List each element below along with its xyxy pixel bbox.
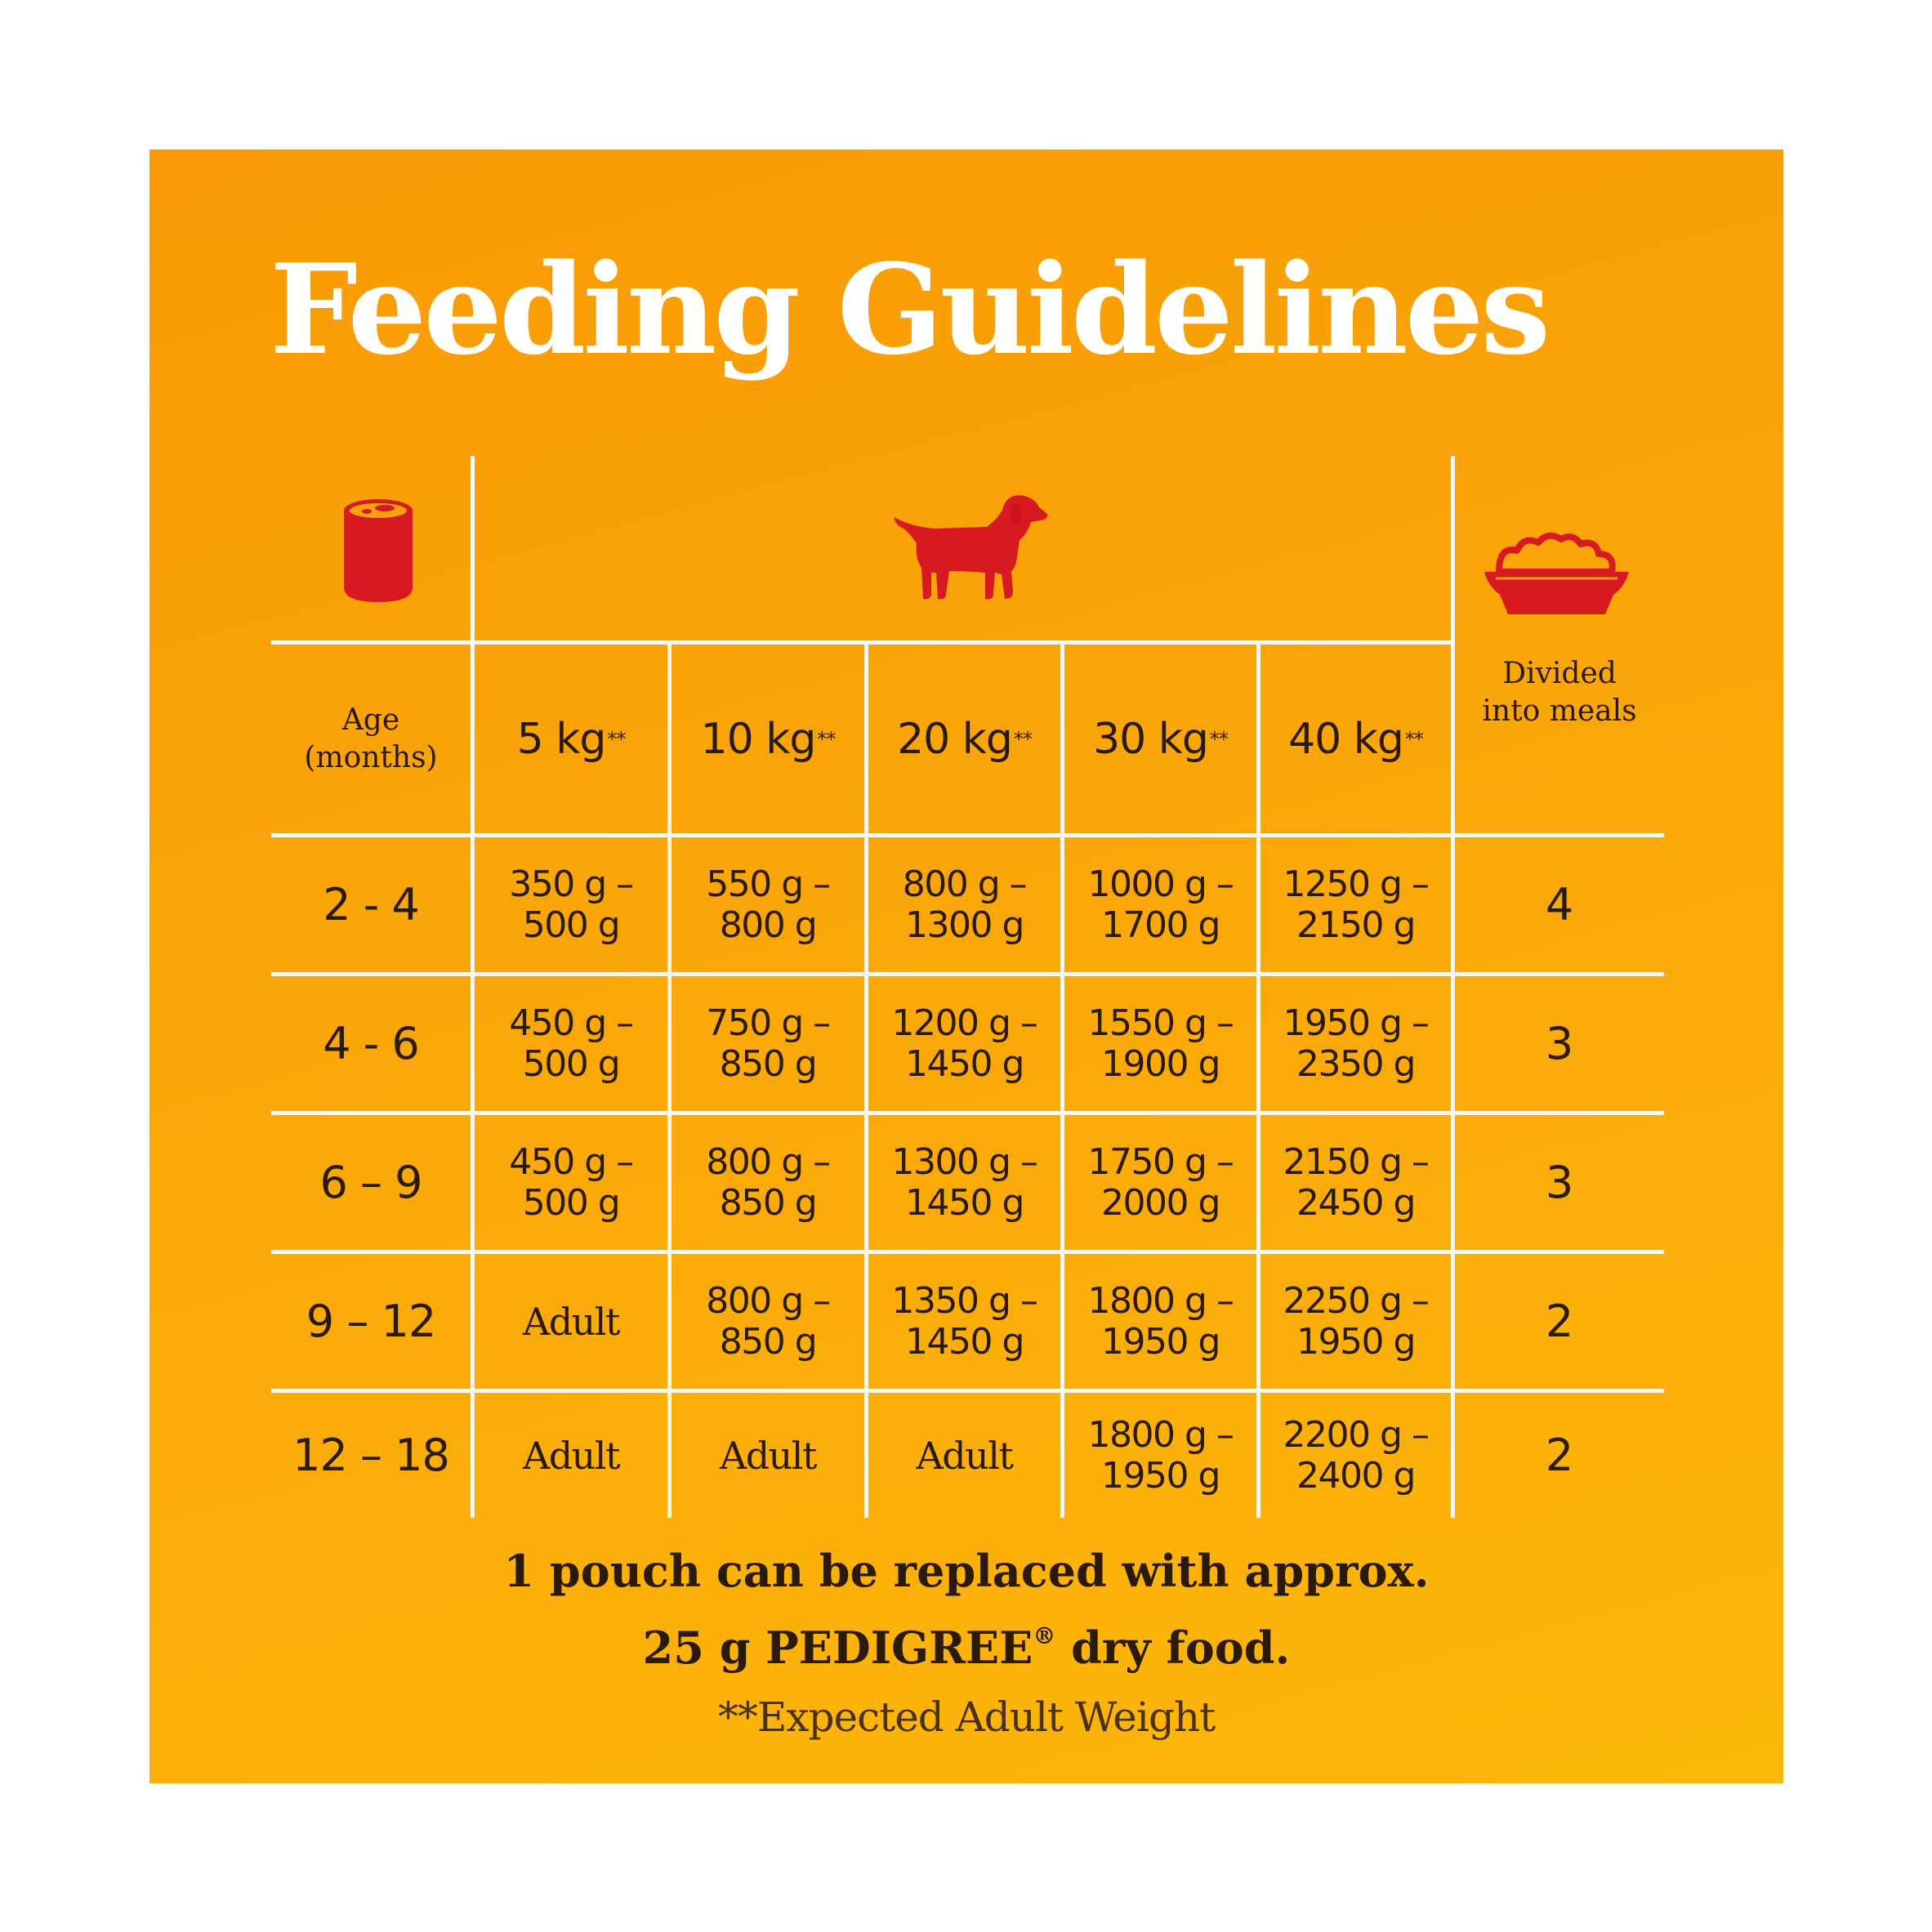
table-cell-meals: 2 xyxy=(1545,1296,1574,1347)
note-line-2: 25 g PEDIGREE® dry food. xyxy=(642,1622,1291,1674)
table-cell: 1800 g – 1950 g xyxy=(1087,1413,1234,1497)
grid-divider xyxy=(864,642,868,1518)
puppy-icon xyxy=(894,495,1048,600)
note-line-1: 1 pouch can be replaced with approx. xyxy=(503,1545,1430,1597)
table-cell-meals: 2 xyxy=(1545,1430,1574,1481)
table-cell: 1950 g – 2350 g xyxy=(1283,1002,1430,1085)
table-cell: 800 g – 850 g xyxy=(706,1279,831,1363)
grid-divider xyxy=(271,1389,1664,1393)
table-cell: 2250 g – 1950 g xyxy=(1283,1279,1430,1363)
weight-header: 40 kg ** xyxy=(1288,714,1424,764)
table-cell: 1200 g – 1450 g xyxy=(891,1002,1038,1085)
table-cell: 1350 g – 1450 g xyxy=(891,1279,1038,1363)
table-cell: Adult xyxy=(720,1433,818,1478)
table-cell-meals: 3 xyxy=(1545,1018,1574,1069)
can-icon xyxy=(344,499,413,602)
table-cell: 800 g – 1300 g xyxy=(902,863,1028,946)
weight-header: 20 kg ** xyxy=(897,714,1033,764)
grid-divider xyxy=(271,972,1664,976)
table-cell: 450 g – 500 g xyxy=(509,1002,634,1085)
table-row-age: 9 – 12 xyxy=(306,1296,436,1347)
table-cell: 1750 g – 2000 g xyxy=(1087,1140,1234,1224)
grid-divider xyxy=(271,1250,1664,1254)
grid-divider xyxy=(471,456,475,1518)
grid-divider xyxy=(271,1111,1664,1115)
feeding-guidelines-panel: Feeding Guidelines Age (months) 5 kg ** 1… xyxy=(149,149,1783,1783)
weight-header: 5 kg ** xyxy=(516,714,627,764)
table-row-age: 4 - 6 xyxy=(323,1018,420,1069)
table-cell: 550 g – 800 g xyxy=(706,863,831,946)
table-row-age: 6 – 9 xyxy=(319,1157,422,1208)
weight-header: 10 kg ** xyxy=(700,714,837,764)
weight-header: 30 kg ** xyxy=(1093,714,1229,764)
table-row-age: 12 – 18 xyxy=(292,1430,450,1481)
grid-divider xyxy=(271,833,1664,837)
table-cell-meals: 4 xyxy=(1545,879,1574,930)
table-cell: 1300 g – 1450 g xyxy=(891,1140,1038,1224)
table-cell: 1000 g – 1700 g xyxy=(1087,863,1234,946)
table-cell: 350 g – 500 g xyxy=(509,863,634,946)
grid-divider xyxy=(1060,642,1064,1518)
table-cell: 750 g – 850 g xyxy=(706,1002,831,1085)
table-cell: 2150 g – 2450 g xyxy=(1283,1140,1430,1224)
grid-divider xyxy=(1256,642,1260,1518)
grid-divider xyxy=(667,642,672,1518)
table-row-age: 2 - 4 xyxy=(323,879,420,930)
table-cell: 1550 g – 1900 g xyxy=(1087,1002,1234,1085)
replacement-note: 1 pouch can be replaced with approx. 25 … xyxy=(149,1538,1783,1680)
table-cell: 2200 g – 2400 g xyxy=(1283,1413,1430,1497)
table-cell: 450 g – 500 g xyxy=(509,1140,634,1224)
table-cell: Adult xyxy=(523,1299,621,1344)
page-title: Feeding Guidelines xyxy=(270,236,1551,382)
table-cell: 800 g – 850 g xyxy=(706,1140,831,1224)
table-cell: Adult xyxy=(916,1433,1015,1478)
table-cell-meals: 3 xyxy=(1545,1157,1574,1208)
footnote: **Expected Adult Weight xyxy=(717,1693,1216,1741)
table-cell: 1800 g – 1950 g xyxy=(1087,1279,1234,1363)
table-cell: 1250 g – 2150 g xyxy=(1283,863,1430,946)
meals-header: Divided into meals xyxy=(1482,657,1637,728)
food-bowl-icon xyxy=(1484,532,1629,614)
grid-divider xyxy=(271,640,1452,645)
grid-divider xyxy=(1451,456,1455,1518)
age-header: Age (months) xyxy=(304,703,438,774)
table-cell: Adult xyxy=(523,1433,621,1478)
